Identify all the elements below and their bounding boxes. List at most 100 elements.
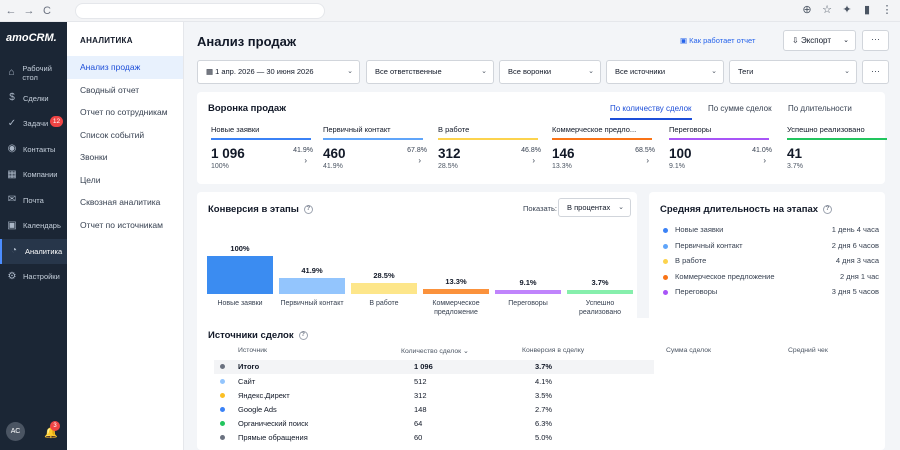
bookmark-star-icon[interactable]: ☆ (822, 4, 832, 16)
stage-percent: 3.7% (787, 163, 803, 170)
chart-bar[interactable] (567, 290, 633, 294)
subnav-item-events[interactable]: Список событий (80, 129, 145, 140)
funnel-stage[interactable]: Первичный контакт 460 41.9% (323, 125, 431, 170)
bar-category-label: Коммерческое предложение (432, 300, 480, 316)
sources-card: Источники сделок? Источник Количество сд… (197, 318, 885, 450)
source-name: Сайт (238, 377, 256, 386)
funnel-stage[interactable]: Коммерческое предло... 146 13.3% (552, 125, 660, 170)
funnel-stage[interactable]: Переговоры 100 9.1% (669, 125, 777, 170)
subnav-item-employees[interactable]: Отчет по сотрудникам (80, 107, 168, 117)
bar-category-label: Новые заявки (217, 300, 263, 307)
funnel-title: Воронка продаж (208, 103, 286, 114)
browser-menu-icon[interactable]: ⋮ (881, 4, 893, 16)
deals-icon: $ (9, 92, 15, 104)
reload-icon[interactable]: C (43, 4, 51, 17)
table-row[interactable]: Яндекс.Директ 312 3.5% (214, 389, 654, 403)
stage-name: Переговоры (669, 125, 712, 134)
sidebar-item-tasks[interactable]: ✓ Задачи 12 (0, 111, 67, 137)
help-icon[interactable]: ? (303, 204, 313, 214)
col-header-count[interactable]: Количество сделок ⌄ (401, 347, 469, 355)
sidebar-item-contacts[interactable]: ◉ Контакты (0, 137, 67, 163)
source-filter[interactable]: Все источники ⌄ (606, 60, 724, 84)
funnel-stage[interactable]: Успешно реализовано 41 3.7% (787, 125, 895, 170)
bell-icon[interactable]: 🔔 3 (44, 421, 60, 439)
table-row[interactable]: Органический поиск 64 6.3% (214, 417, 654, 431)
extensions-icon[interactable]: ✦ (842, 4, 852, 16)
sidebar-item-mail[interactable]: ✉ Почта (0, 188, 67, 214)
export-button[interactable]: ⇩ Экспорт ⌄ (783, 30, 856, 51)
tasks-icon: ✓ (7, 117, 17, 129)
source-name: Органический поиск (238, 419, 309, 428)
stage-percent: 13.3% (552, 163, 572, 170)
pipeline-filter[interactable]: Все воронки ⌄ (499, 60, 601, 84)
responsible-filter[interactable]: Все ответственные ⌄ (366, 60, 494, 84)
source-conversion: 2.7% (535, 405, 553, 414)
forward-icon[interactable]: → (23, 4, 35, 17)
source-name: Итого (238, 362, 260, 371)
how-it-works-link[interactable]: ▣ Как работает отчет (680, 36, 755, 45)
subnav-item-calls[interactable]: Звонки (80, 152, 108, 162)
tab-by-count[interactable]: По количеству сделок (610, 104, 692, 120)
duration-stage: В работе (675, 256, 707, 265)
show-mode-select[interactable]: В процентах ⌄ (558, 198, 631, 217)
source-count: 1 096 (414, 362, 433, 371)
show-mode-value: В процентах (567, 203, 611, 212)
main-content: Анализ продаж ▣ Как работает отчет ⇩ Экс… (184, 22, 900, 450)
table-row[interactable]: Google Ads 148 2.7% (214, 403, 654, 417)
duration-row: Новые заявки 1 день 4 часа (663, 225, 879, 237)
chart-bar[interactable] (423, 288, 489, 294)
sidebar-item-analytics[interactable]: ◔ Аналитика (0, 238, 67, 264)
bar-value-label: 41.9% (301, 266, 323, 276)
bar-category-label: Успешно реализовано (579, 300, 621, 316)
sidebar-item-label: Сделки (23, 93, 49, 103)
chart-bar[interactable] (207, 256, 273, 294)
subnav-item-sales-analysis[interactable]: Анализ продаж (67, 56, 183, 79)
stage-conversion: 67.8% › (399, 147, 427, 165)
analytics-subnav: АНАЛИТИКА Анализ продаж Сводный отчет От… (67, 22, 184, 450)
logo[interactable]: amoCRM. (6, 32, 57, 44)
funnel-stage[interactable]: Новые заявки 1 096 100% (211, 125, 319, 170)
chevron-right-icon: › (763, 156, 766, 165)
tags-value: Теги (738, 67, 754, 76)
stage-percent: 28.5% (438, 163, 458, 170)
subnav-item-goals[interactable]: Цели (80, 174, 101, 185)
filters-more-button[interactable]: ··· (862, 60, 889, 84)
chart-bar[interactable] (495, 290, 561, 294)
tab-by-amount[interactable]: По сумме сделок (708, 104, 772, 113)
subnav-item-sources-report[interactable]: Отчет по источникам (80, 219, 164, 230)
tab-by-duration[interactable]: По длительности (788, 104, 852, 113)
chart-bar[interactable] (351, 283, 417, 294)
date-range-filter[interactable]: ▦ 1 апр. 2026 — 30 июня 2026 ⌄ (197, 60, 360, 84)
sidebar-item-calendar[interactable]: ▣ Календарь (0, 213, 67, 239)
sidebar-item-label: Календарь (23, 221, 61, 231)
funnel-stage[interactable]: В работе 312 28.5% (438, 125, 546, 170)
sidebar-item-settings[interactable]: ⚙ Настройки (0, 264, 67, 290)
subnav-item-end-to-end[interactable]: Сквозная аналитика (80, 197, 161, 207)
bar-category-label: В работе (369, 300, 399, 307)
sidebar-item-label: Настройки (23, 272, 60, 282)
chart-bar[interactable] (279, 278, 345, 294)
notification-badge: 3 (50, 421, 60, 431)
source-count: 60 (414, 433, 423, 442)
help-icon[interactable]: ? (298, 330, 308, 340)
table-row[interactable]: Прямые обращения 60 5.0% (214, 431, 654, 445)
help-icon[interactable]: ? (823, 204, 833, 214)
back-icon[interactable]: ← (5, 4, 17, 17)
sidebar-item-companies[interactable]: ▦ Компании (0, 162, 67, 188)
stage-percent: 9.1% (669, 163, 685, 170)
avatar[interactable]: АС (6, 422, 25, 441)
sidebar-item-dashboard[interactable]: ⌂ Рабочий стол (0, 60, 67, 86)
sidepanel-icon[interactable]: ▮ (863, 4, 871, 16)
table-row[interactable]: Итого 1 096 3.7% (214, 360, 654, 374)
chevron-down-icon: ⌄ (843, 37, 849, 44)
source-dot (220, 364, 225, 369)
sidebar-item-deals[interactable]: $ Сделки (0, 86, 67, 112)
more-actions-button[interactable]: ··· (862, 30, 889, 51)
stage-count: 312 (438, 146, 461, 161)
subnav-item-summary[interactable]: Сводный отчет (80, 84, 140, 95)
address-bar[interactable] (75, 3, 325, 19)
source-dot (220, 379, 225, 384)
table-row[interactable]: Сайт 512 4.1% (214, 375, 654, 389)
zoom-icon[interactable]: ⊕ (802, 4, 812, 16)
tags-filter[interactable]: Теги ⌄ (729, 60, 857, 84)
